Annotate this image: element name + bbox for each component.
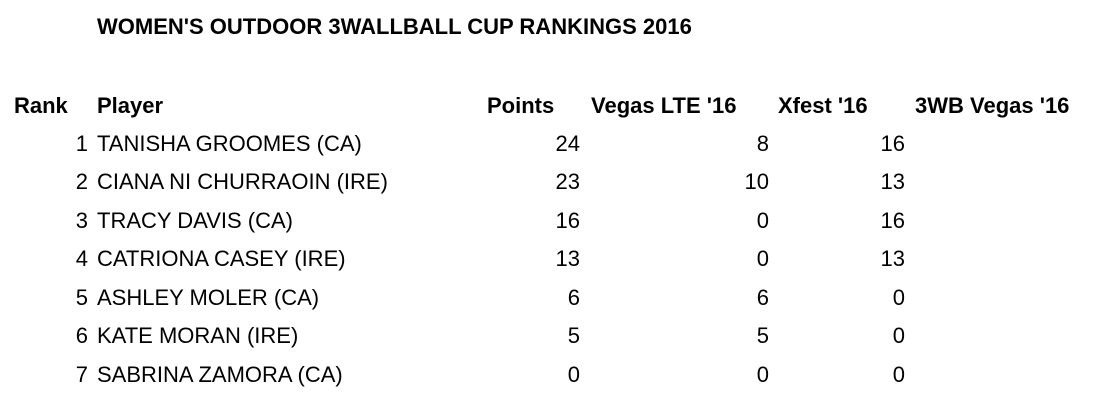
cell-rank: 4 — [75, 246, 88, 271]
cell-xfest: 13 — [880, 169, 905, 194]
table-row: 2 CIANA NI CHURRAOIN (IRE) 23 10 13 — [0, 164, 1104, 200]
header-3wb-vegas: 3WB Vegas '16 — [915, 93, 1070, 118]
header-rank: Rank — [14, 93, 68, 118]
table-header: Rank Player Points Vegas LTE '16 Xfest '… — [0, 88, 1104, 124]
cell-vegas-lte: 0 — [756, 246, 769, 271]
cell-player: TRACY DAVIS (CA) — [97, 208, 293, 233]
cell-xfest: 16 — [880, 131, 905, 156]
page-title: WOMEN'S OUTDOOR 3WALLBALL CUP RANKINGS 2… — [97, 14, 692, 39]
cell-player: TANISHA GROOMES (CA) — [97, 131, 362, 156]
cell-vegas-lte: 0 — [756, 362, 769, 387]
table-row: 6 KATE MORAN (IRE) 5 5 0 — [0, 318, 1104, 354]
cell-points: 6 — [567, 285, 580, 310]
cell-xfest: 0 — [892, 285, 905, 310]
cell-vegas-lte: 8 — [756, 131, 769, 156]
cell-player: KATE MORAN (IRE) — [97, 323, 299, 348]
cell-player: ASHLEY MOLER (CA) — [97, 285, 320, 310]
cell-rank: 1 — [75, 131, 88, 156]
header-vegas-lte: Vegas LTE '16 — [591, 93, 737, 118]
cell-rank: 3 — [75, 208, 88, 233]
header-xfest: Xfest '16 — [778, 93, 868, 118]
cell-xfest: 13 — [880, 246, 905, 271]
cell-rank: 2 — [75, 169, 88, 194]
cell-player: CIANA NI CHURRAOIN (IRE) — [97, 169, 388, 194]
cell-points: 0 — [567, 362, 580, 387]
cell-player: CATRIONA CASEY (IRE) — [97, 246, 346, 271]
cell-xfest: 0 — [892, 323, 905, 348]
cell-vegas-lte: 10 — [744, 169, 769, 194]
cell-points: 5 — [567, 323, 580, 348]
table-row: 3 TRACY DAVIS (CA) 16 0 16 — [0, 203, 1104, 239]
cell-points: 24 — [555, 131, 580, 156]
cell-vegas-lte: 0 — [756, 208, 769, 233]
cell-xfest: 0 — [892, 362, 905, 387]
cell-points: 13 — [555, 246, 580, 271]
cell-xfest: 16 — [880, 208, 905, 233]
cell-vegas-lte: 5 — [756, 323, 769, 348]
cell-rank: 6 — [75, 323, 88, 348]
cell-points: 16 — [555, 208, 580, 233]
table-row: 5 ASHLEY MOLER (CA) 6 6 0 — [0, 280, 1104, 316]
cell-vegas-lte: 6 — [756, 285, 769, 310]
cell-rank: 7 — [75, 362, 88, 387]
table-row: 1 TANISHA GROOMES (CA) 24 8 16 — [0, 126, 1104, 162]
header-points: Points — [487, 93, 555, 118]
table-row: 7 SABRINA ZAMORA (CA) 0 0 0 — [0, 357, 1104, 393]
table-row: 4 CATRIONA CASEY (IRE) 13 0 13 — [0, 241, 1104, 277]
cell-points: 23 — [555, 169, 580, 194]
cell-rank: 5 — [75, 285, 88, 310]
cell-player: SABRINA ZAMORA (CA) — [97, 362, 343, 387]
header-player: Player — [97, 93, 164, 118]
